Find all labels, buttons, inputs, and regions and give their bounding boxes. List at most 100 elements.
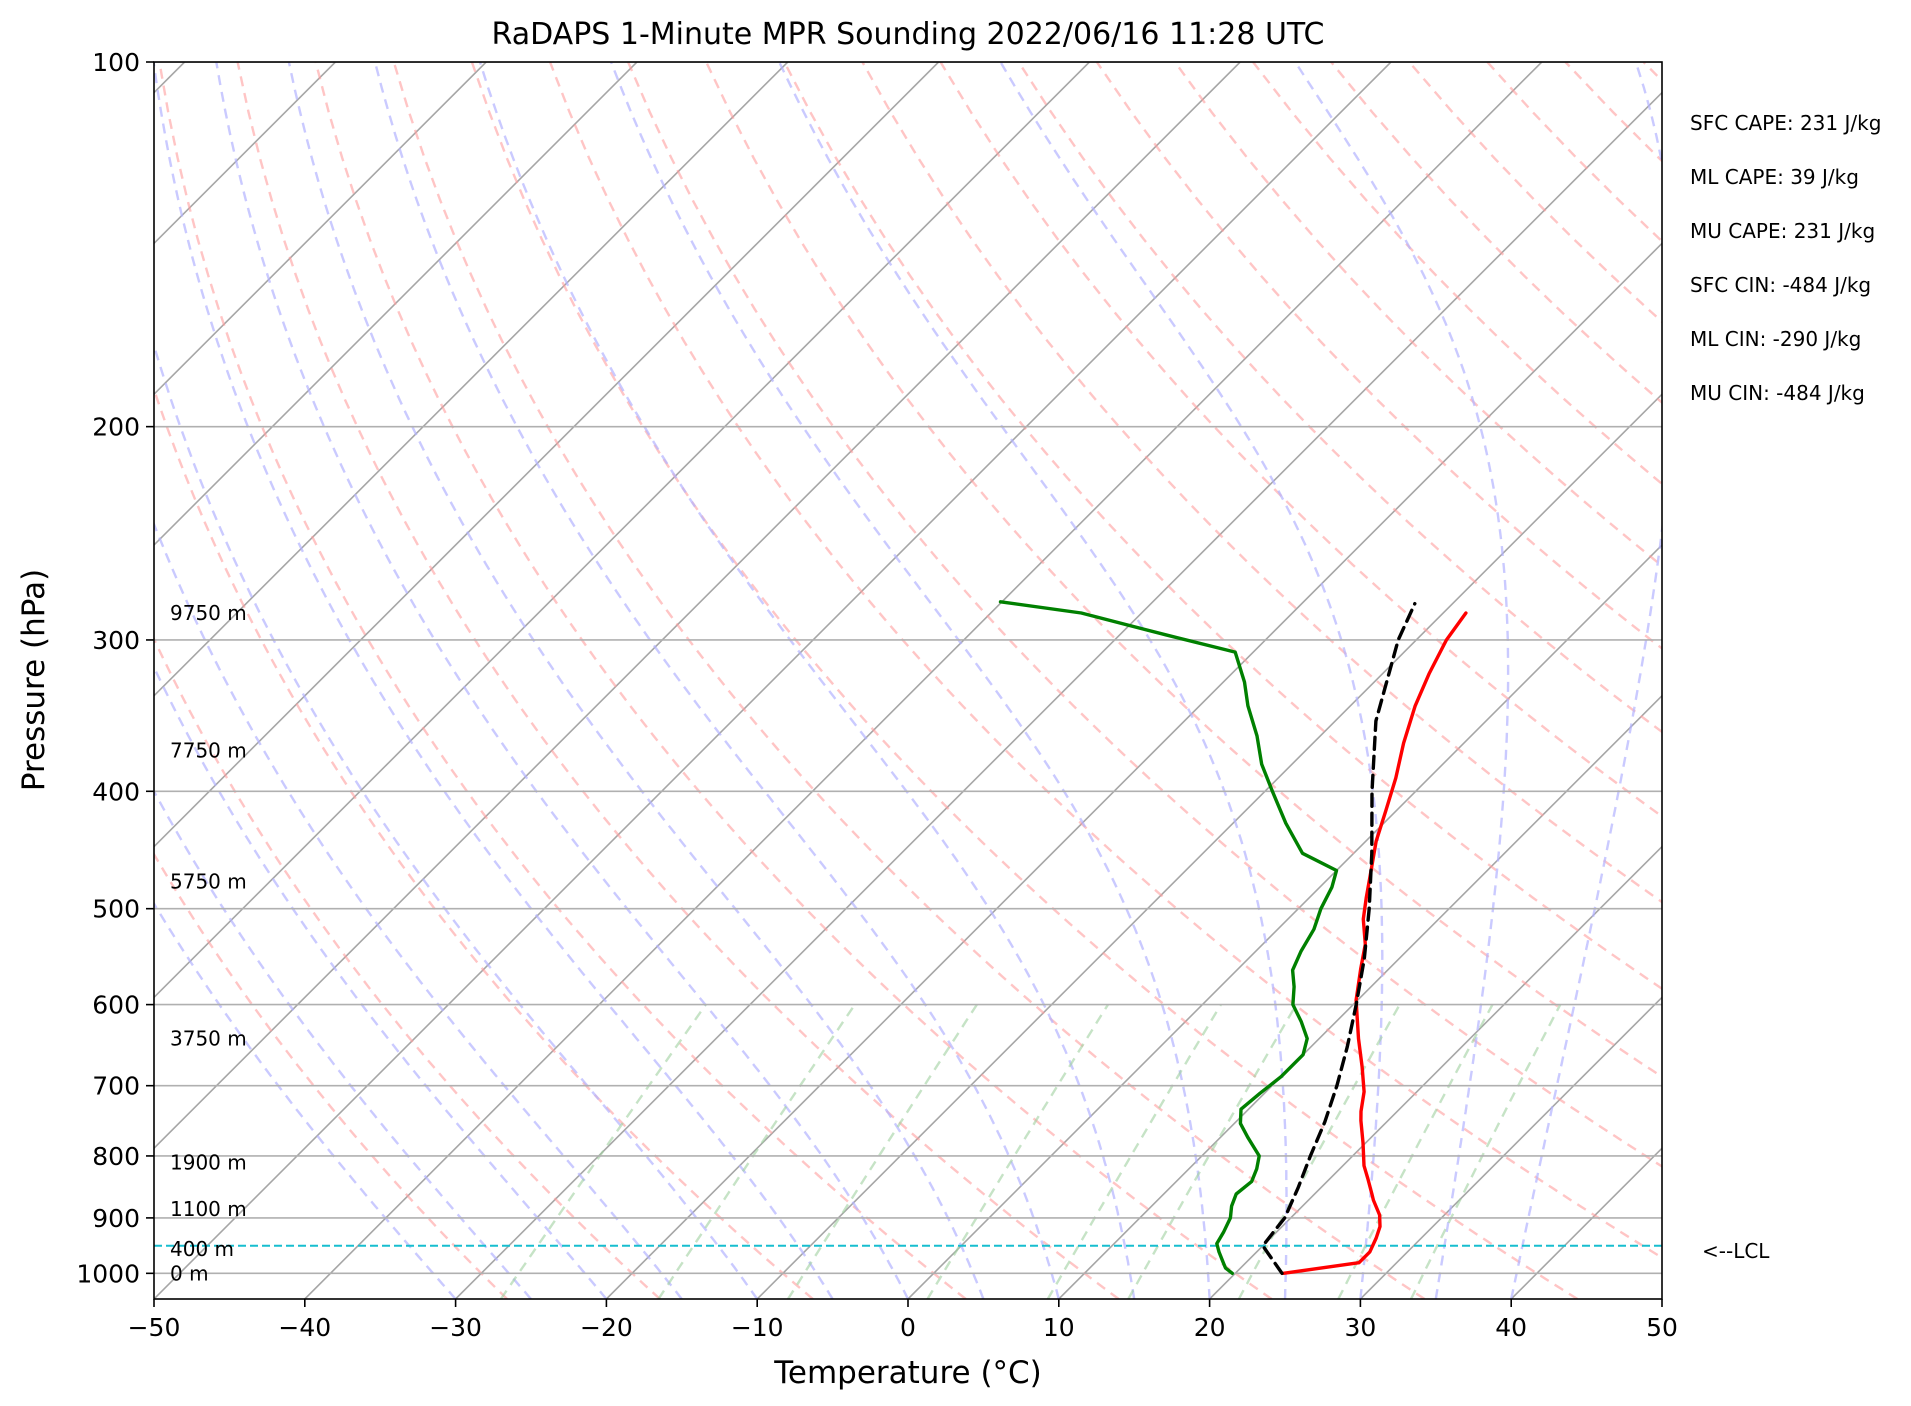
dry-adiabat-line xyxy=(939,62,1662,818)
isotherm-line xyxy=(154,62,1090,999)
y-tick-label: 400 xyxy=(92,777,140,806)
y-axis-label: Pressure (hPa) xyxy=(16,569,52,791)
indices-panel: SFC CAPE: 231 J/kg ML CAPE: 39 J/kg MU CAP… xyxy=(1690,111,1881,405)
isotherm-line xyxy=(756,393,1662,1299)
y-tick-label: 100 xyxy=(92,48,140,77)
isotherm-line xyxy=(605,242,1662,1299)
y-tick-label: 700 xyxy=(92,1072,140,1101)
moist-adiabat-line xyxy=(373,62,1060,1299)
isotherm-line xyxy=(154,62,638,547)
isotherm-line xyxy=(1359,996,1662,1299)
moist-adiabat-line xyxy=(215,62,910,1299)
moist-adiabat-line xyxy=(778,62,1288,1299)
x-tick-label: 30 xyxy=(1344,1313,1376,1342)
dry-adiabat-line xyxy=(154,636,661,1299)
isotherm-line xyxy=(455,91,1662,1299)
index-label: MU CAPE: 231 J/kg xyxy=(1690,219,1875,243)
x-tick-label: −10 xyxy=(731,1313,784,1342)
y-ticks: 100 200 300 400 500 600 700 800 900 1000 xyxy=(76,48,154,1288)
moist-adiabat-line xyxy=(154,341,759,1299)
index-label: SFC CIN: -484 J/kg xyxy=(1690,273,1871,297)
height-label: 5750 m xyxy=(170,870,247,894)
isotherm-line xyxy=(154,62,487,396)
y-tick-label: 200 xyxy=(92,413,140,442)
isotherm-line xyxy=(907,543,1662,1299)
isotherm-line xyxy=(154,62,940,848)
dewpoint-line xyxy=(998,600,1339,1275)
y-tick-label: 1000 xyxy=(76,1259,140,1288)
parcel-line xyxy=(1261,602,1417,1275)
dry-adiabat-line xyxy=(1173,62,1662,568)
isotherm-line xyxy=(154,62,1392,1299)
dry-adiabat-line xyxy=(1095,62,1662,650)
y-tick-label: 600 xyxy=(92,991,140,1020)
moist-adiabat-line xyxy=(287,62,985,1299)
mixing-ratio-line xyxy=(1337,1004,1494,1299)
x-tick-label: 50 xyxy=(1646,1313,1678,1342)
index-label: MU CIN: -484 J/kg xyxy=(1690,381,1865,405)
y-tick-label: 800 xyxy=(92,1142,140,1171)
height-label: 0 m xyxy=(170,1261,209,1285)
dry-adiabat-line xyxy=(236,62,1120,1299)
dry-adiabat-line xyxy=(548,62,1662,1260)
height-label: 3750 m xyxy=(170,1027,247,1051)
height-label: 400 m xyxy=(170,1237,234,1261)
lcl-label: <--LCL xyxy=(1702,1239,1770,1263)
moist-adiabat-line xyxy=(609,62,1211,1299)
x-axis-label: Temperature (°C) xyxy=(773,1355,1042,1391)
x-tick-label: −40 xyxy=(278,1313,331,1342)
dry-adiabat-line xyxy=(154,851,508,1299)
height-label: 1900 m xyxy=(170,1150,247,1174)
mixing-ratio-line xyxy=(499,1003,707,1299)
moist-adiabat-line xyxy=(154,664,608,1299)
x-tick-label: −30 xyxy=(429,1313,482,1342)
index-label: ML CAPE: 39 J/kg xyxy=(1690,165,1859,189)
moist-adiabat-line xyxy=(154,788,532,1299)
temperature-line xyxy=(1281,611,1468,1275)
x-tick-label: 0 xyxy=(900,1313,916,1342)
isotherm-line xyxy=(304,62,1543,1299)
x-tick-label: 40 xyxy=(1495,1313,1527,1342)
dry-adiabat-line xyxy=(154,385,814,1299)
height-label: 1100 m xyxy=(170,1197,247,1221)
dry-adiabat-line xyxy=(626,62,1662,1168)
mixing-ratio-line xyxy=(1127,1003,1298,1299)
index-label: SFC CAPE: 231 J/kg xyxy=(1690,111,1881,135)
chart-title: RaDAPS 1-Minute MPR Sounding 2022/06/16 … xyxy=(492,17,1325,52)
y-tick-label: 500 xyxy=(92,895,140,924)
index-label: ML CIN: -290 J/kg xyxy=(1690,327,1861,351)
mixing-ratio-line xyxy=(657,1003,856,1299)
x-tick-label: 20 xyxy=(1194,1313,1226,1342)
isotherm-line xyxy=(154,62,1241,1150)
moist-adiabat-line xyxy=(154,521,683,1299)
x-tick-label: −20 xyxy=(580,1313,633,1342)
isotherm-line xyxy=(154,62,789,697)
moist-adiabat-line xyxy=(154,62,834,1299)
isotherm-line xyxy=(1209,845,1662,1299)
dry-adiabat-line xyxy=(705,62,1662,1079)
x-tick-label: 10 xyxy=(1043,1313,1075,1342)
mixing-ratio-line xyxy=(1409,1004,1562,1299)
background-lines xyxy=(154,62,1662,1299)
y-tick-label: 300 xyxy=(92,626,140,655)
height-label: 7750 m xyxy=(170,738,247,762)
moist-adiabat-line xyxy=(478,62,1136,1299)
x-ticks: −50 −40 −30 −20 −10 0 10 20 30 40 50 xyxy=(128,1299,1678,1342)
isotherm-line xyxy=(1058,694,1662,1299)
dry-adiabat-line xyxy=(470,62,1579,1299)
dry-adiabat-line xyxy=(392,62,1426,1299)
dry-adiabat-line xyxy=(783,62,1662,991)
mixing-ratio-line xyxy=(926,1003,1110,1299)
series-lines xyxy=(998,600,1468,1275)
height-label: 9750 m xyxy=(170,601,247,625)
moist-adiabat-line xyxy=(999,62,1384,1299)
y-tick-label: 900 xyxy=(92,1204,140,1233)
mixing-ratio-line xyxy=(1237,1004,1401,1299)
dry-adiabat-line xyxy=(861,62,1662,904)
x-tick-label: −50 xyxy=(128,1313,181,1342)
moist-adiabat-line xyxy=(1294,62,1510,1299)
mixing-ratio-line xyxy=(786,1003,978,1299)
moist-adiabat-line xyxy=(1510,62,1662,1299)
